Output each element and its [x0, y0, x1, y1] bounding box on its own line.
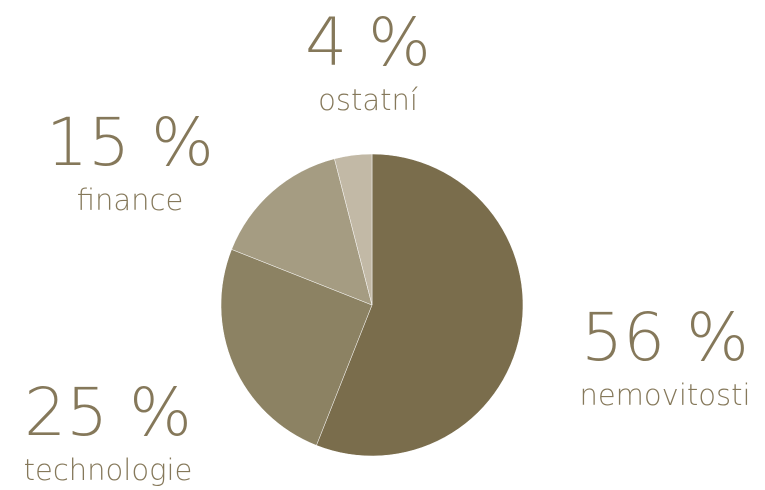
pie-slice	[316, 153, 524, 457]
value-label: 25 %	[24, 374, 192, 451]
pie-slice	[334, 153, 373, 306]
value-label: 15 %	[46, 104, 214, 181]
category-label: ostatní	[318, 83, 418, 117]
value-label: 56 %	[581, 299, 749, 376]
category-label: technologie	[24, 453, 193, 487]
category-label: finance	[77, 183, 184, 217]
category-label: nemovitosti	[579, 378, 750, 412]
value-label: 4 %	[305, 4, 431, 81]
pie-slice	[220, 249, 373, 446]
pie-slice	[231, 158, 373, 306]
